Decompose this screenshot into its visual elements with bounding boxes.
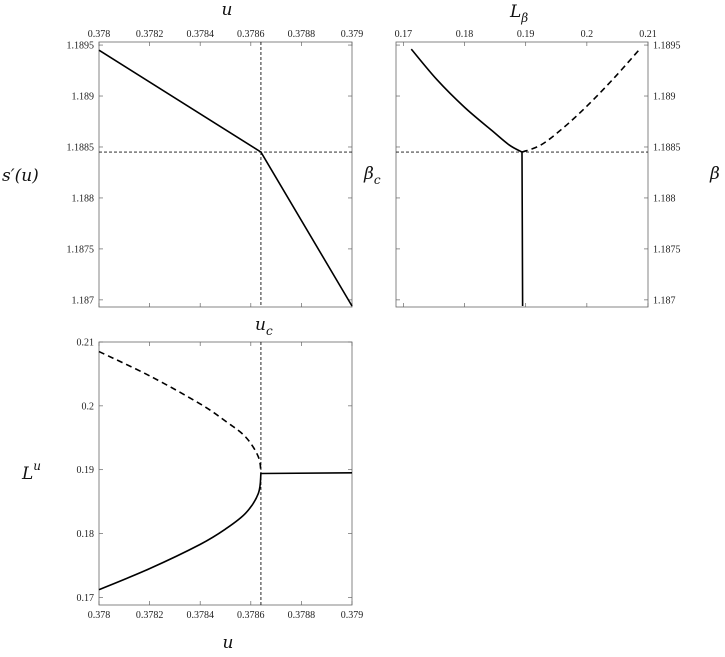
panel-c: uc Lu u 0.378 0.3782 0.3784 0.3786 0.3788 0.3…	[21, 315, 363, 653]
x-tick-label: 0.378	[88, 610, 111, 621]
panel-c-series-2-solid	[260, 472, 353, 475]
panel-b-side-main: β	[363, 164, 374, 184]
y-tick-label: 1.1895	[67, 41, 95, 52]
y-tick-label: 1.1895	[653, 41, 681, 52]
panel-c-series-0-solid	[98, 473, 262, 591]
x-tick-label: 0.3788	[288, 610, 316, 621]
x-tick-label: 0.17	[395, 29, 413, 40]
y-tick-label: 1.1885	[67, 142, 95, 153]
panel-b-series-0-solid	[410, 48, 523, 153]
panel-c-xlabel: u	[223, 633, 234, 653]
panel-c-top-sub: c	[266, 324, 273, 338]
y-tick-label: 0.21	[77, 338, 95, 349]
panel-c-plot: 0.378 0.3782 0.3784 0.3786 0.3788 0.379 0.17 0.…	[77, 338, 364, 622]
panel-c-top-main: u	[255, 315, 266, 335]
panel-b-side-label: βc	[363, 164, 381, 187]
panel-a-frame	[98, 41, 353, 308]
panel-b-frame	[395, 41, 649, 308]
panel-b-series-2-dashed	[521, 49, 640, 153]
panel-c-ylabel: Lu	[21, 459, 41, 484]
panel-b-xlabel-sub: β	[520, 11, 528, 25]
x-tick-label: 0.21	[639, 29, 657, 40]
panel-b: Lβ βc β 0.17 0.18 0.19 0.2 0.211.1871.18751.…	[363, 2, 720, 308]
y-tick-label: 1.187	[72, 295, 95, 306]
y-tick-label: 1.1875	[653, 244, 681, 255]
panel-b-plot: 0.17 0.18 0.19 0.2 0.21 1.187 1.1875 1.188 1.188…	[395, 29, 681, 307]
x-tick-label: 0.18	[456, 29, 474, 40]
panel-c-ylabel-main: L	[21, 464, 33, 484]
x-tick-label: 0.3784	[186, 29, 214, 40]
panel-c-ylabel-sup: u	[33, 459, 41, 473]
x-tick-label: 0.3782	[136, 29, 164, 40]
x-tick-label: 0.19	[517, 29, 535, 40]
y-tick-label: 1.188	[653, 193, 676, 204]
y-tick-label: 1.189	[653, 92, 676, 103]
x-tick-label: 0.3782	[136, 610, 164, 621]
panel-b-series-1-solid	[521, 152, 524, 306]
y-tick-label: 0.19	[77, 465, 95, 476]
panel-b-ylabel: β	[709, 164, 720, 184]
panel-b-xlabel: Lβ	[509, 2, 528, 25]
y-tick-label: 1.188	[72, 193, 95, 204]
panel-c-series-1-dashed	[98, 350, 262, 474]
x-tick-label: 0.3786	[237, 610, 265, 621]
x-tick-label: 0.3786	[237, 29, 265, 40]
panel-b-side-sub: c	[374, 173, 381, 187]
panel-a-series-0-solid	[98, 49, 353, 307]
y-tick-label: 1.1875	[67, 244, 95, 255]
panel-b-xlabel-main: L	[509, 2, 521, 22]
y-tick-label: 0.2	[82, 401, 95, 412]
y-tick-label: 0.17	[77, 593, 95, 604]
x-tick-label: 0.378	[88, 29, 111, 40]
panel-a-plot: 0.378 0.3782 0.3784 0.3786 0.3788 0.379 1.187 1…	[67, 29, 364, 307]
y-tick-label: 0.18	[77, 529, 95, 540]
x-tick-label: 0.379	[341, 29, 364, 40]
y-tick-label: 1.1885	[653, 142, 681, 153]
y-tick-label: 1.189	[72, 92, 95, 103]
panel-a: u s′(u) 0.378 0.3782 0.3784 0.3786 0.3788 0.3…	[2, 0, 364, 308]
panel-c-top-label: uc	[255, 315, 273, 338]
x-tick-label: 0.379	[341, 610, 364, 621]
x-tick-label: 0.3788	[288, 29, 316, 40]
panel-a-xlabel: u	[222, 0, 233, 20]
y-tick-label: 1.187	[653, 295, 676, 306]
x-tick-label: 0.2	[581, 29, 594, 40]
x-tick-label: 0.3784	[186, 610, 214, 621]
panel-a-ylabel: s′(u)	[2, 166, 39, 186]
